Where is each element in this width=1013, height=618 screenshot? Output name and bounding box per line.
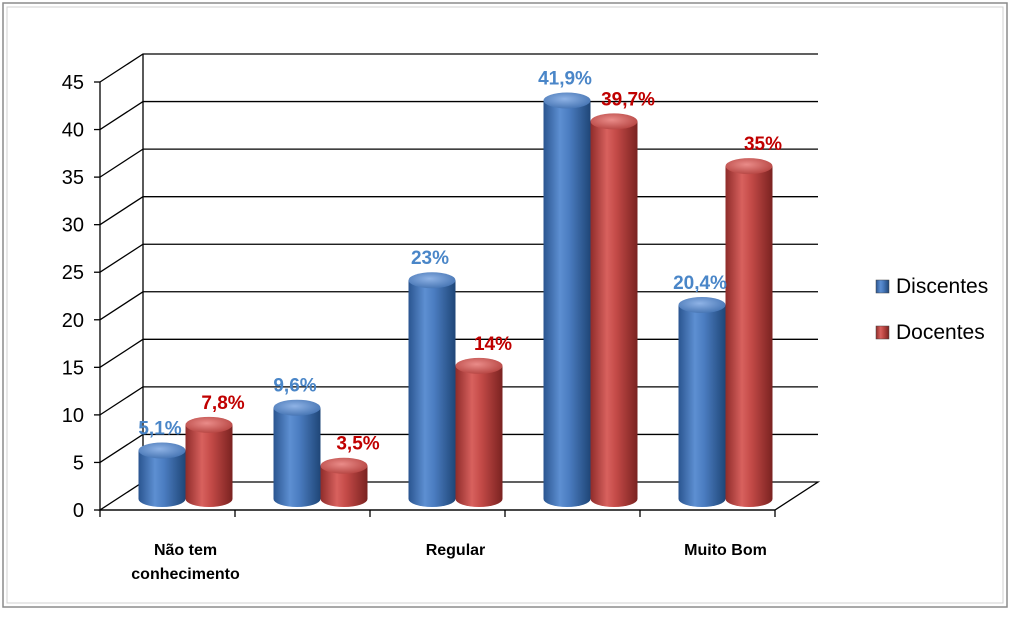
data-label: 23% bbox=[411, 248, 449, 269]
legend-item-discentes: Discentes bbox=[875, 275, 988, 298]
bar-body bbox=[320, 465, 368, 507]
bar-body bbox=[543, 100, 591, 508]
x-tick-label: Muito Bom bbox=[684, 542, 767, 559]
y-tick-label: 35 bbox=[62, 167, 84, 189]
y-tick-label: 25 bbox=[62, 262, 84, 284]
bar-discentes-1 bbox=[273, 399, 321, 507]
bar-cap bbox=[590, 113, 638, 130]
bar-body bbox=[138, 450, 186, 507]
data-label: 41,9% bbox=[538, 68, 592, 89]
y-tick-label: 45 bbox=[62, 72, 84, 94]
bar-docentes-4 bbox=[725, 158, 773, 507]
bar-cap bbox=[273, 399, 321, 416]
gridline bbox=[99, 53, 818, 83]
bar-discentes-2 bbox=[408, 272, 456, 507]
data-labels: 5,1% 9,6% 23% 41,9% 20,4% 7,8% 3,5% 14% 39,7% 35% bbox=[138, 68, 782, 454]
bar-cap bbox=[138, 442, 186, 459]
bar-body bbox=[185, 424, 233, 507]
legend-swatch bbox=[875, 325, 890, 340]
legend-label: Docentes bbox=[896, 321, 985, 344]
legend-label: Discentes bbox=[896, 275, 988, 298]
legend-item-docentes: Docentes bbox=[875, 321, 985, 344]
x-tick-label: Regular bbox=[426, 542, 486, 559]
bar-docentes-3 bbox=[590, 113, 638, 508]
bar-docentes-1 bbox=[320, 457, 368, 507]
gridline bbox=[99, 100, 818, 131]
x-tick-label: Não tem bbox=[154, 542, 217, 559]
x-axis: Não tem conhecimento Regular Muito Bom bbox=[99, 509, 776, 583]
chart-border-inner bbox=[6, 6, 1004, 604]
data-label: 20,4% bbox=[673, 273, 727, 294]
bar-body bbox=[590, 121, 638, 508]
data-label: 7,8% bbox=[201, 393, 244, 414]
data-label: 14% bbox=[474, 334, 512, 355]
bar-discentes-3 bbox=[543, 92, 591, 508]
bar-body bbox=[408, 280, 456, 507]
bar-cap bbox=[408, 272, 456, 289]
bar-body bbox=[455, 365, 503, 507]
data-label: 5,1% bbox=[138, 418, 181, 439]
data-label: 39,7% bbox=[601, 89, 655, 110]
y-tick-label: 15 bbox=[62, 357, 84, 379]
y-tick-label: 5 bbox=[73, 452, 84, 474]
bar-discentes-0 bbox=[138, 442, 186, 507]
bar-docentes-0 bbox=[185, 416, 233, 507]
bar-docentes-2 bbox=[455, 357, 503, 507]
x-tick-label: conhecimento bbox=[131, 566, 240, 583]
bar-discentes-4 bbox=[678, 296, 726, 507]
y-tick-label: 40 bbox=[62, 120, 84, 142]
data-label: 9,6% bbox=[273, 376, 316, 397]
legend-swatch bbox=[875, 279, 890, 294]
data-label: 3,5% bbox=[336, 434, 379, 455]
y-axis: 0 5 10 15 20 25 30 35 40 45 bbox=[62, 72, 100, 522]
bars bbox=[138, 92, 773, 508]
bar-body bbox=[678, 304, 726, 507]
bar-cap bbox=[543, 92, 591, 109]
bar-cap bbox=[678, 296, 726, 313]
data-label: 35% bbox=[744, 134, 782, 155]
bar-body bbox=[273, 407, 321, 507]
bar-cap bbox=[455, 357, 503, 374]
y-tick-label: 30 bbox=[62, 215, 84, 237]
legend: Discentes Docentes bbox=[875, 275, 988, 344]
y-tick-label: 10 bbox=[62, 405, 84, 427]
bar-body bbox=[725, 166, 773, 507]
bar-cap bbox=[320, 457, 368, 474]
bar-cap bbox=[725, 158, 773, 175]
y-tick-label: 20 bbox=[62, 310, 84, 332]
bar-cap bbox=[185, 416, 233, 433]
y-tick-label: 0 bbox=[73, 500, 84, 522]
